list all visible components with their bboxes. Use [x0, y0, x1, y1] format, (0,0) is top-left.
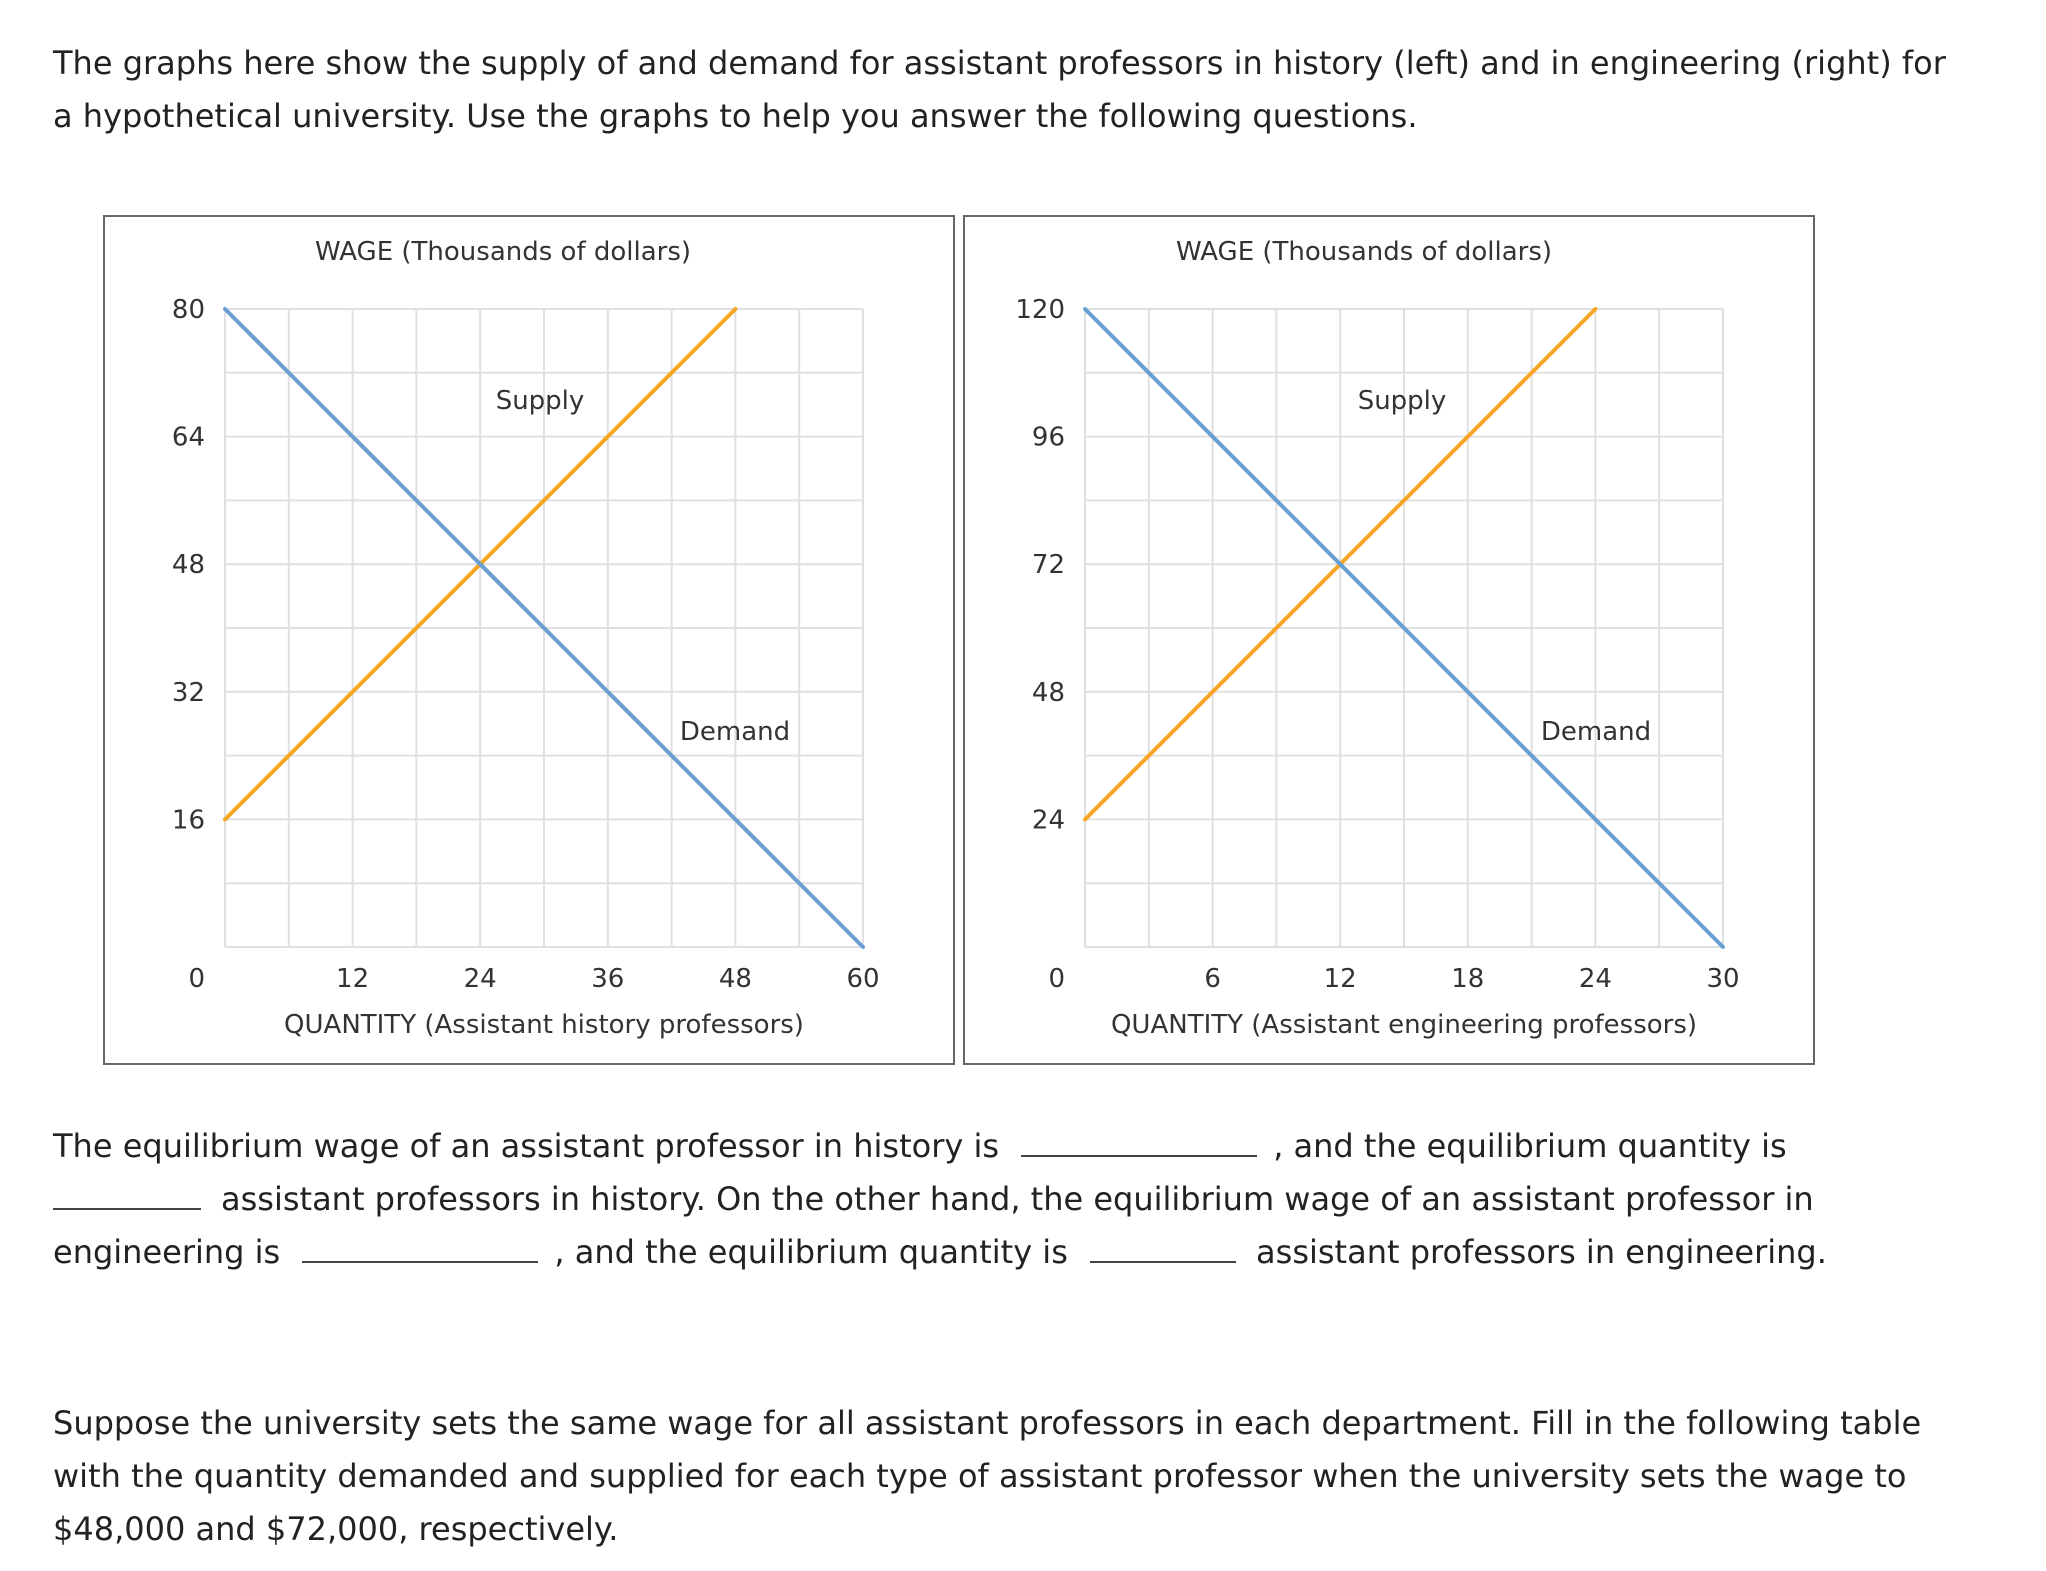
chart-frame: [103, 215, 955, 1065]
question-text-1: The equilibrium wage of an assistant pro…: [53, 1127, 1000, 1165]
demand-line: [223, 307, 865, 949]
y-tick-label: 80: [172, 295, 205, 325]
y-tick-label: 32: [172, 678, 205, 708]
question-text-3: assistant professors in history. On the …: [53, 1180, 1814, 1271]
question-text-4: , and the equilibrium quantity is: [554, 1233, 1068, 1271]
x-tick-label: 12: [1324, 964, 1357, 994]
y-tick-label: 120: [1015, 295, 1065, 325]
engineering-wage-blank[interactable]: [302, 1231, 539, 1263]
equilibrium-question: The equilibrium wage of an assistant pro…: [53, 1120, 1953, 1279]
x-tick-label: 18: [1451, 964, 1484, 994]
x-tick-label: 60: [846, 964, 879, 994]
y-axis-label: WAGE (Thousands of dollars): [315, 237, 691, 267]
x-axis-label: QUANTITY (Assistant engineering professo…: [1111, 1010, 1697, 1040]
x-tick-label: 30: [1706, 964, 1739, 994]
supply-label: Supply: [496, 386, 585, 416]
suppose-paragraph: Suppose the university sets the same wag…: [53, 1404, 1922, 1548]
x-tick-label: 6: [1204, 964, 1221, 994]
history-wage-blank[interactable]: [1021, 1125, 1258, 1157]
y-tick-label: 24: [1032, 805, 1065, 835]
intro-paragraph: The graphs here show the supply of and d…: [53, 44, 1946, 135]
demand-label: Demand: [1541, 717, 1651, 747]
y-tick-label: 16: [172, 805, 205, 835]
y-tick-label: 64: [172, 423, 205, 453]
x-tick-label: 24: [464, 964, 497, 994]
engineering-quantity-blank[interactable]: [1090, 1231, 1237, 1263]
demand-line: [1083, 307, 1725, 949]
y-tick-label: 48: [1032, 678, 1065, 708]
x-tick-label: 12: [336, 964, 369, 994]
x-tick-label: 48: [719, 964, 752, 994]
x-tick-label: 36: [591, 964, 624, 994]
y-axis-label: WAGE (Thousands of dollars): [1176, 237, 1552, 267]
supply-label: Supply: [1358, 386, 1447, 416]
y-tick-label: 72: [1032, 550, 1065, 580]
chart-frame: [963, 215, 1815, 1065]
demand-label: Demand: [680, 717, 790, 747]
y-tick-label: 0: [1048, 964, 1065, 994]
x-axis-label: QUANTITY (Assistant history professors): [284, 1010, 804, 1040]
question-text-5: assistant professors in engineering.: [1256, 1233, 1827, 1271]
question-text-2: , and the equilibrium quantity is: [1273, 1127, 1787, 1165]
engineering-chart: WAGE (Thousands of dollars) 0 24 48 72 96 120 6…: [963, 215, 1815, 1065]
history-chart: WAGE (Thousands of dollars) 0 16 32 48 64 80 12…: [103, 215, 955, 1065]
y-tick-label: 96: [1032, 423, 1065, 453]
history-quantity-blank[interactable]: [53, 1178, 201, 1210]
y-tick-label: 48: [172, 550, 205, 580]
y-tick-label: 0: [188, 964, 205, 994]
x-tick-label: 24: [1579, 964, 1612, 994]
